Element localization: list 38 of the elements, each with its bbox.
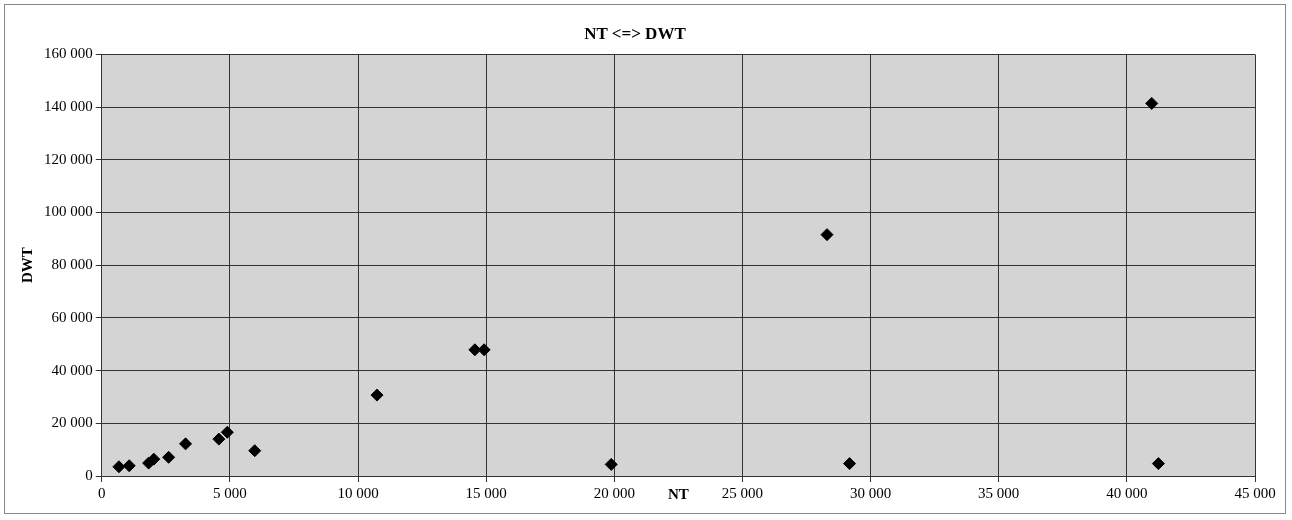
point — [179, 437, 193, 451]
x-axis-title: NT — [667, 485, 689, 502]
point — [1145, 96, 1159, 110]
x-tick-label: 25 000 — [721, 484, 764, 501]
y-tick-label: 80 000 — [51, 256, 93, 273]
point — [112, 460, 126, 474]
x-tick-label: 15 000 — [465, 484, 507, 501]
x-tick-label: 45 000 — [1234, 484, 1276, 501]
y-tick-label: 160 000 — [44, 45, 93, 62]
x-tick-label: 20 000 — [593, 484, 635, 501]
point — [212, 432, 226, 446]
x-tick-label: 30 000 — [849, 484, 892, 501]
y-tick-label: 100 000 — [44, 203, 93, 220]
point — [220, 425, 234, 439]
x-tick-label: 40 000 — [1106, 484, 1148, 501]
x-tick-label: 35 000 — [978, 484, 1020, 501]
y-tick-label: 60 000 — [51, 308, 93, 325]
point — [147, 452, 161, 466]
point — [162, 450, 176, 464]
point — [122, 459, 136, 473]
x-tick-label: 10 000 — [337, 484, 379, 501]
point — [370, 388, 384, 402]
y-axis-title: DWT — [18, 247, 35, 284]
x-tick-label: 0 — [98, 484, 106, 501]
point — [477, 343, 491, 357]
point — [820, 228, 834, 242]
point — [604, 457, 618, 471]
y-tick-label: 140 000 — [44, 98, 93, 115]
y-tick-label: 40 000 — [51, 361, 93, 378]
chart-title: NT <=> DWT — [584, 23, 687, 43]
point — [843, 457, 857, 471]
y-tick-label: 0 — [85, 466, 93, 483]
y-tick-label: 20 000 — [51, 414, 93, 431]
y-tick-label: 120 000 — [44, 150, 93, 167]
point — [248, 444, 262, 458]
x-tick-label: 5 000 — [213, 484, 247, 501]
point — [468, 343, 482, 357]
point — [1151, 457, 1165, 471]
